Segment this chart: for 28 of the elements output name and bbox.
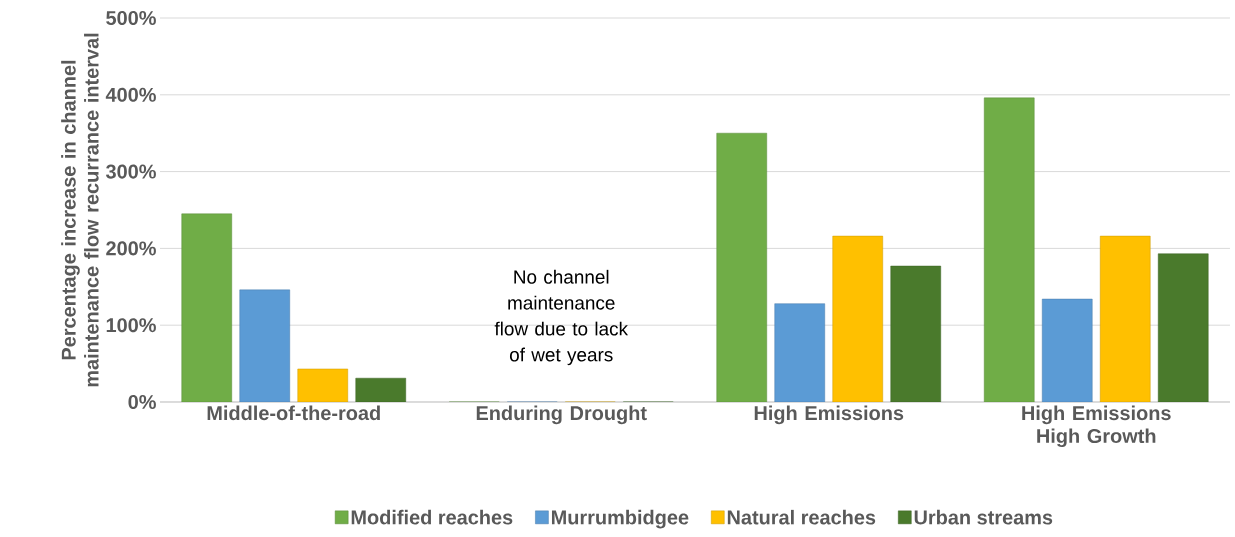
legend-label: Urban streams bbox=[914, 509, 1053, 525]
bar bbox=[355, 377, 406, 402]
bar bbox=[832, 235, 883, 402]
bar bbox=[983, 97, 1035, 402]
annotation: No channel maintenance flow due to lack of wet years bbox=[494, 269, 629, 366]
x-tick-label: Enduring Drought bbox=[476, 405, 647, 425]
y-tick-label: 100% bbox=[106, 318, 156, 333]
y-tick-label: 0% bbox=[128, 394, 156, 410]
y-axis-title: Percentage increase in channel maintenance flow recurrance interval bbox=[61, 33, 99, 387]
y-tick-label: 500% bbox=[106, 10, 156, 26]
x-tick-label: High Emissions bbox=[754, 405, 904, 425]
bar bbox=[716, 132, 767, 402]
bar bbox=[1099, 235, 1151, 402]
bar bbox=[1041, 298, 1093, 402]
y-tick-label: 400% bbox=[105, 87, 156, 102]
bar bbox=[181, 213, 232, 402]
x-tick-label: Middle-of-the-road bbox=[207, 405, 380, 421]
bar bbox=[297, 368, 348, 402]
bar bbox=[239, 289, 290, 402]
legend-label: Murrumbidgee bbox=[551, 509, 689, 529]
bar bbox=[890, 265, 941, 402]
legend-label: Modified reaches bbox=[351, 509, 513, 525]
legend-label: Natural reaches bbox=[727, 509, 876, 525]
y-tick-label: 200% bbox=[106, 241, 156, 256]
bar bbox=[774, 303, 825, 402]
x-tick-label: High Emissions High Growth bbox=[1022, 405, 1171, 448]
bar bbox=[1157, 253, 1209, 402]
y-tick-label: 300% bbox=[105, 164, 156, 179]
